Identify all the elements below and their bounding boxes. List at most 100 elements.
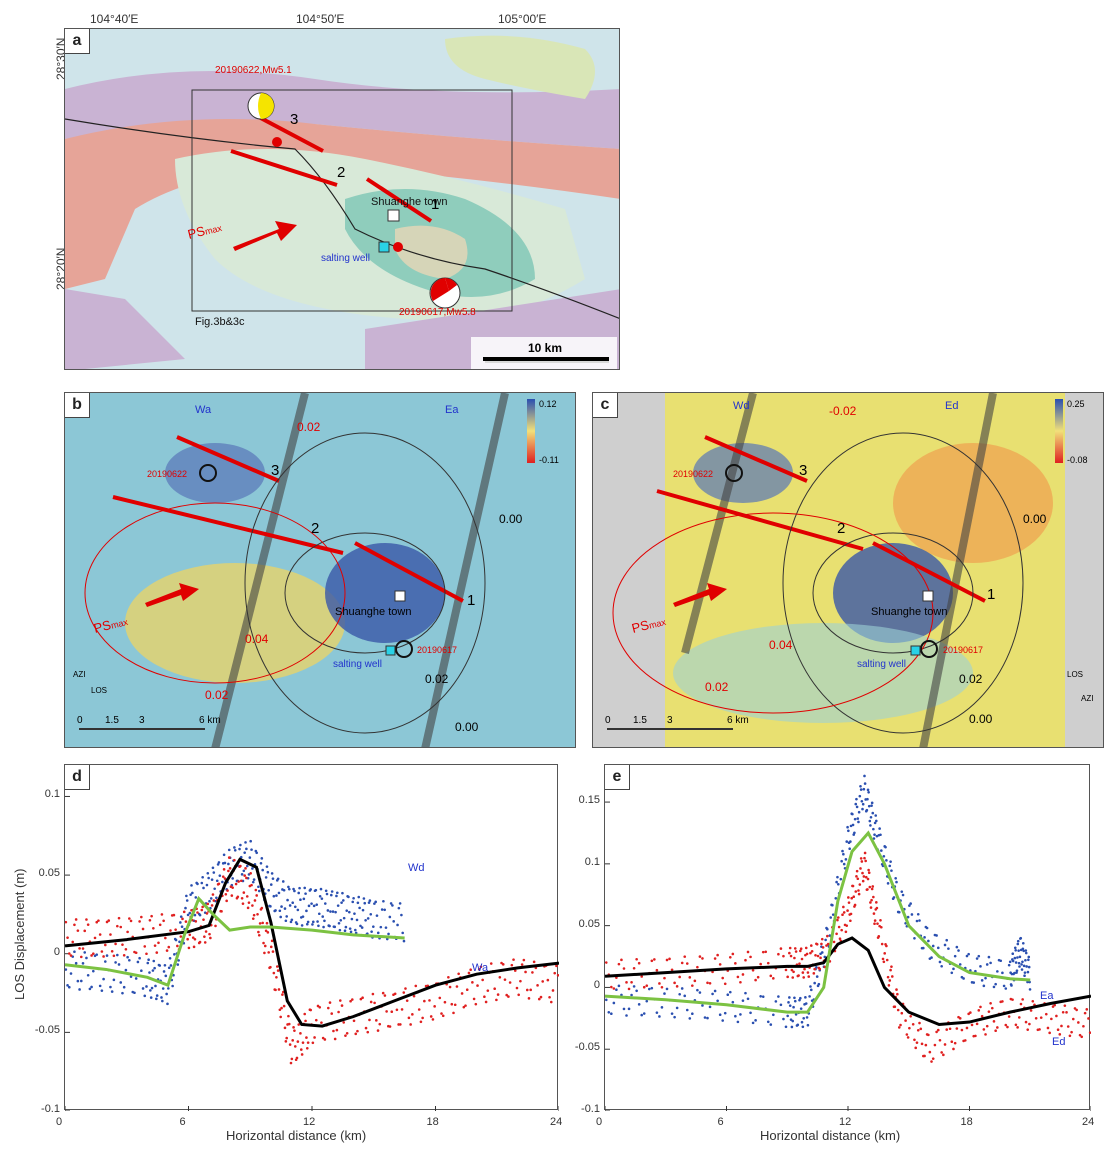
contour-label: 0.02 (297, 420, 321, 434)
data-point (701, 1004, 704, 1007)
data-point (358, 906, 361, 910)
x-tick-label: 24 (1082, 1116, 1095, 1128)
data-point (501, 963, 505, 966)
data-point (658, 1015, 661, 1018)
data-point (799, 1007, 803, 1010)
data-point (289, 1061, 293, 1065)
data-point (536, 984, 539, 987)
data-point (696, 988, 699, 992)
data-point (383, 908, 386, 912)
data-point (292, 887, 295, 891)
data-point (960, 1028, 964, 1032)
data-point (216, 863, 220, 866)
data-point (321, 1036, 325, 1040)
data-point (140, 969, 143, 973)
data-point (242, 869, 246, 873)
data-point (1077, 1021, 1080, 1024)
data-point (655, 1011, 659, 1014)
data-point (104, 943, 107, 947)
data-point (146, 961, 150, 965)
data-point (555, 964, 558, 968)
data-point (342, 1021, 346, 1024)
data-point (93, 936, 97, 940)
x-axis-label: Horizontal distance (km) (226, 1128, 367, 1143)
data-point (164, 974, 168, 978)
data-point (612, 1001, 616, 1005)
data-point (809, 944, 813, 947)
data-point (680, 987, 684, 990)
data-point (76, 979, 80, 983)
data-point (1027, 965, 1031, 969)
data-point (871, 811, 875, 815)
data-point (713, 989, 717, 993)
data-point (201, 905, 204, 909)
data-point (86, 923, 90, 926)
data-point (266, 931, 270, 934)
data-point (1078, 1033, 1082, 1037)
data-point (328, 1001, 332, 1004)
data-point (222, 868, 226, 871)
data-point (835, 932, 838, 936)
data-point (200, 908, 204, 912)
data-point (186, 937, 189, 941)
data-point (245, 876, 248, 880)
data-point (913, 936, 916, 940)
data-point (149, 996, 153, 999)
data-point (718, 963, 722, 966)
data-point (331, 910, 335, 913)
data-point (154, 984, 157, 988)
data-point (351, 998, 354, 1001)
data-point (992, 1020, 996, 1023)
data-point (893, 1005, 897, 1008)
data-point (73, 950, 76, 953)
data-point (872, 837, 876, 840)
data-point (984, 1033, 987, 1036)
data-point (217, 861, 221, 864)
data-point (972, 981, 976, 984)
data-point (849, 840, 852, 843)
data-point (881, 957, 885, 961)
data-point (316, 920, 319, 923)
data-point (703, 1016, 707, 1019)
data-point (842, 862, 846, 866)
y-tick-label: 0.05 (38, 867, 60, 880)
data-point (382, 899, 385, 903)
data-point (337, 1010, 340, 1014)
data-point (255, 851, 258, 855)
data-point (241, 902, 245, 905)
data-point (847, 896, 850, 899)
data-point (805, 1016, 809, 1019)
data-point (858, 794, 862, 798)
data-point (496, 993, 500, 996)
data-point (906, 1036, 910, 1039)
data-point (95, 920, 99, 924)
data-point (880, 942, 884, 946)
data-point (824, 938, 827, 942)
data-point (845, 924, 849, 927)
data-point (859, 788, 863, 791)
data-point (274, 988, 277, 992)
data-point (110, 990, 114, 993)
data-point (128, 917, 131, 920)
data-point (974, 1034, 977, 1038)
data-point (759, 962, 762, 966)
data-point (809, 951, 812, 955)
data-point (148, 918, 152, 922)
data-point (364, 918, 367, 922)
data-point (828, 934, 832, 937)
data-point (335, 894, 338, 898)
data-point (341, 891, 344, 895)
data-point (310, 902, 313, 905)
data-point (604, 998, 608, 1002)
data-point (287, 887, 291, 891)
data-point (548, 995, 551, 999)
data-point (151, 969, 155, 972)
data-point (863, 851, 867, 855)
data-point (678, 992, 681, 996)
data-point (814, 953, 817, 957)
data-point (92, 969, 95, 973)
data-point (317, 912, 321, 916)
data-point (276, 969, 280, 972)
data-point (260, 906, 264, 910)
data-point (239, 855, 243, 859)
